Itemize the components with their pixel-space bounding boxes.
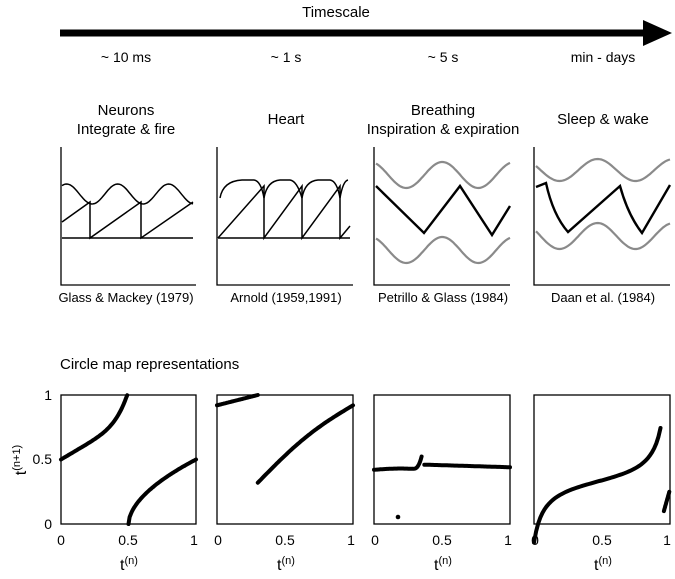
timescale-label-1: ~ 10 ms <box>101 49 151 65</box>
xtick-0-5: 0.5 <box>432 532 452 548</box>
panel-2-axes <box>216 147 353 286</box>
panel-3-zigzag <box>375 183 512 238</box>
xtick-1: 1 <box>190 532 198 548</box>
panel-4-citation: Daan et al. (1984) <box>551 290 655 305</box>
xlabel-map-4: t(n) <box>594 555 612 574</box>
timescale-label-4: min - days <box>571 49 636 65</box>
panel-3-subtitle: Inspiration & expiration <box>367 121 520 138</box>
circle-map-2-branch-a <box>215 393 260 408</box>
panel-2-title: Heart <box>268 111 306 128</box>
circle-map-3-branch-b <box>422 462 512 470</box>
panel-2-traces <box>217 179 351 241</box>
xticks-map-4: 0 0.5 1 <box>531 532 671 548</box>
panel-2-citation: Arnold (1959,1991) <box>230 290 341 305</box>
panel-3-axes <box>373 147 510 286</box>
xtick-0: 0 <box>214 532 222 548</box>
xtick-0: 0 <box>57 532 65 548</box>
panel-3-lower-gray-wave <box>375 235 511 265</box>
panel-4-axes <box>533 147 670 286</box>
panel-1-title: Neurons <box>98 102 155 119</box>
timescale-arrowhead <box>643 20 672 46</box>
circle-map-4-branch-b <box>661 489 672 514</box>
panel-1-citation: Glass & Mackey (1979) <box>58 290 193 305</box>
xtick-1: 1 <box>347 532 355 548</box>
ytick-0-5: 0.5 <box>33 451 53 467</box>
panel-4-traces <box>535 157 672 251</box>
timescale-title: Timescale <box>302 4 370 21</box>
circle-map-2-branch-b <box>255 403 355 485</box>
circle-map-4-branch-a <box>532 426 663 545</box>
xtick-1: 1 <box>663 532 671 548</box>
panel-4-upper-gray-wave <box>535 157 671 183</box>
circle-map-3-point <box>395 514 401 520</box>
xticks-map-2: 0 0.5 1 <box>214 532 355 548</box>
xlabel-map-1: t(n) <box>120 555 138 574</box>
panel-2-threshold-curve <box>219 179 349 199</box>
circle-map-1-branch-b <box>126 457 198 526</box>
panel-4-sawtooth <box>535 181 672 236</box>
ytick-1: 1 <box>44 387 52 403</box>
circle-map-curves <box>59 393 672 545</box>
panel-3-upper-gray-wave <box>375 160 511 190</box>
panel-1-sawtooth <box>61 200 194 240</box>
circle-map-heading: Circle map representations <box>60 356 239 373</box>
xlabel-map-3: t(n) <box>434 555 452 574</box>
xtick-0-5: 0.5 <box>118 532 138 548</box>
panel-3-title: Breathing <box>411 102 475 119</box>
ytick-0: 0 <box>44 516 52 532</box>
xtick-0: 0 <box>371 532 379 548</box>
circle-map-4-frame <box>533 394 671 525</box>
xtick-1: 1 <box>504 532 512 548</box>
xlabel-map-2: t(n) <box>277 555 295 574</box>
ylabel-sup: (n+1) <box>11 445 23 471</box>
timescale-label-2: ~ 1 s <box>271 49 302 65</box>
circle-map-2-frame <box>216 394 354 525</box>
xtick-0-5: 0.5 <box>592 532 612 548</box>
panel-3-traces <box>375 160 512 265</box>
circle-map-3-frame <box>373 394 511 525</box>
panel-1-threshold-curve <box>61 183 194 205</box>
panel-4-title: Sleep & wake <box>557 111 649 128</box>
panel-4-lower-gray-wave <box>535 221 671 251</box>
timescale-label-3: ~ 5 s <box>428 49 459 65</box>
ylabel-base: t <box>13 470 30 475</box>
panel-3-citation: Petrillo & Glass (1984) <box>378 290 508 305</box>
panel-1-traces <box>61 183 194 240</box>
panel-2-sawtooth <box>217 183 351 241</box>
xticks-map-3: 0 0.5 1 <box>371 532 512 548</box>
xtick-0-5: 0.5 <box>275 532 295 548</box>
circle-map-ylabel: t(n+1) <box>11 445 30 475</box>
circle-map-1-frame <box>60 394 197 525</box>
circle-map-3-branch-a <box>372 454 424 472</box>
panel-1-axes <box>60 147 196 286</box>
circle-map-1-branch-a <box>59 393 130 462</box>
svg-text:t(n+1): t(n+1) <box>11 445 30 475</box>
panel-1-subtitle: Integrate & fire <box>77 121 175 138</box>
xticks-map-1: 0 0.5 1 <box>57 532 198 548</box>
